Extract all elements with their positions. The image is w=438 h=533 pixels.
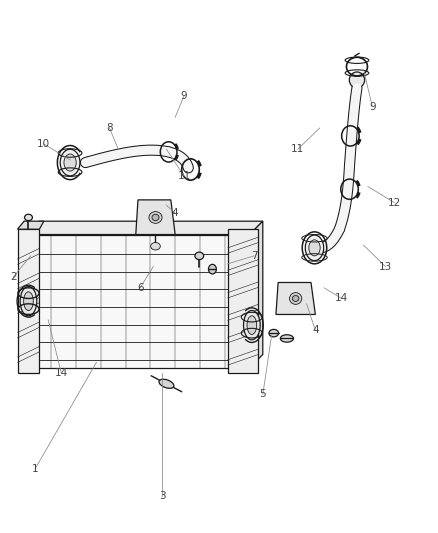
Text: 13: 13 bbox=[379, 262, 392, 271]
Text: 9: 9 bbox=[369, 102, 376, 111]
Polygon shape bbox=[250, 221, 263, 368]
Text: 1: 1 bbox=[32, 464, 39, 474]
Ellipse shape bbox=[290, 293, 302, 304]
Ellipse shape bbox=[25, 214, 32, 221]
Text: 14: 14 bbox=[335, 294, 348, 303]
Ellipse shape bbox=[349, 72, 364, 88]
Text: 12: 12 bbox=[388, 198, 401, 207]
Text: 3: 3 bbox=[159, 491, 166, 500]
Text: 4: 4 bbox=[172, 208, 179, 218]
Text: 10: 10 bbox=[37, 139, 50, 149]
Polygon shape bbox=[18, 229, 39, 373]
Ellipse shape bbox=[309, 240, 320, 256]
Ellipse shape bbox=[293, 295, 299, 302]
Polygon shape bbox=[18, 221, 44, 229]
Polygon shape bbox=[228, 229, 258, 373]
Polygon shape bbox=[26, 221, 263, 235]
Ellipse shape bbox=[208, 264, 216, 274]
Ellipse shape bbox=[152, 214, 159, 221]
Polygon shape bbox=[136, 200, 175, 235]
Ellipse shape bbox=[149, 212, 162, 223]
Ellipse shape bbox=[151, 243, 160, 250]
Text: 14: 14 bbox=[55, 368, 68, 378]
Ellipse shape bbox=[20, 287, 37, 316]
Text: 2: 2 bbox=[10, 272, 17, 282]
Ellipse shape bbox=[60, 149, 80, 176]
Polygon shape bbox=[26, 235, 250, 368]
Text: 6: 6 bbox=[137, 283, 144, 293]
Text: 11: 11 bbox=[291, 144, 304, 154]
Ellipse shape bbox=[195, 252, 204, 260]
Ellipse shape bbox=[280, 335, 293, 342]
Ellipse shape bbox=[269, 329, 279, 337]
Ellipse shape bbox=[64, 154, 76, 171]
Text: 8: 8 bbox=[106, 123, 113, 133]
Ellipse shape bbox=[159, 379, 174, 389]
Text: 9: 9 bbox=[180, 91, 187, 101]
Polygon shape bbox=[276, 282, 315, 314]
Ellipse shape bbox=[24, 292, 33, 310]
Text: 4: 4 bbox=[312, 326, 319, 335]
Ellipse shape bbox=[247, 316, 257, 335]
Ellipse shape bbox=[244, 310, 260, 340]
Text: 5: 5 bbox=[259, 390, 266, 399]
Text: 7: 7 bbox=[251, 251, 258, 261]
Text: 11: 11 bbox=[177, 171, 191, 181]
Ellipse shape bbox=[305, 235, 324, 261]
